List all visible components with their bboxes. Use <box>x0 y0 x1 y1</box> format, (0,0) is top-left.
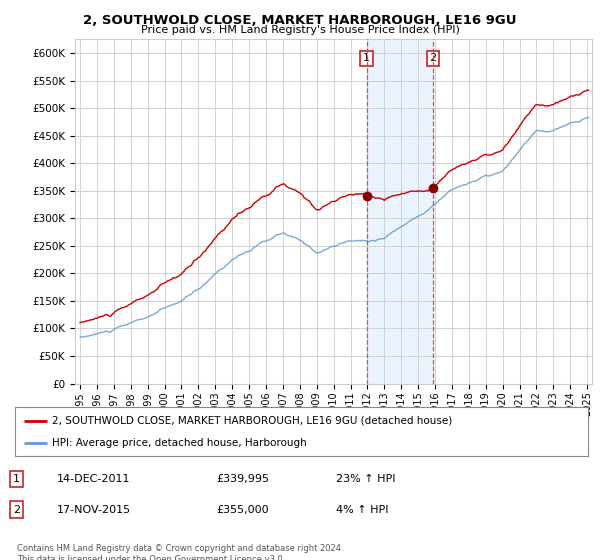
Text: 17-NOV-2015: 17-NOV-2015 <box>57 505 131 515</box>
Text: Price paid vs. HM Land Registry's House Price Index (HPI): Price paid vs. HM Land Registry's House … <box>140 25 460 35</box>
Text: 1: 1 <box>13 474 20 484</box>
Text: 2, SOUTHWOLD CLOSE, MARKET HARBOROUGH, LE16 9GU (detached house): 2, SOUTHWOLD CLOSE, MARKET HARBOROUGH, L… <box>52 416 452 426</box>
Text: 14-DEC-2011: 14-DEC-2011 <box>57 474 131 484</box>
Text: £339,995: £339,995 <box>216 474 269 484</box>
Text: 23% ↑ HPI: 23% ↑ HPI <box>336 474 395 484</box>
Text: 2, SOUTHWOLD CLOSE, MARKET HARBOROUGH, LE16 9GU: 2, SOUTHWOLD CLOSE, MARKET HARBOROUGH, L… <box>83 14 517 27</box>
Text: £355,000: £355,000 <box>216 505 269 515</box>
Text: HPI: Average price, detached house, Harborough: HPI: Average price, detached house, Harb… <box>52 437 307 447</box>
Text: 4% ↑ HPI: 4% ↑ HPI <box>336 505 389 515</box>
Bar <box>367 39 433 384</box>
Text: Contains HM Land Registry data © Crown copyright and database right 2024.
This d: Contains HM Land Registry data © Crown c… <box>17 544 343 560</box>
Text: 1: 1 <box>363 54 370 63</box>
Text: 2: 2 <box>430 54 436 63</box>
Text: 2: 2 <box>13 505 20 515</box>
